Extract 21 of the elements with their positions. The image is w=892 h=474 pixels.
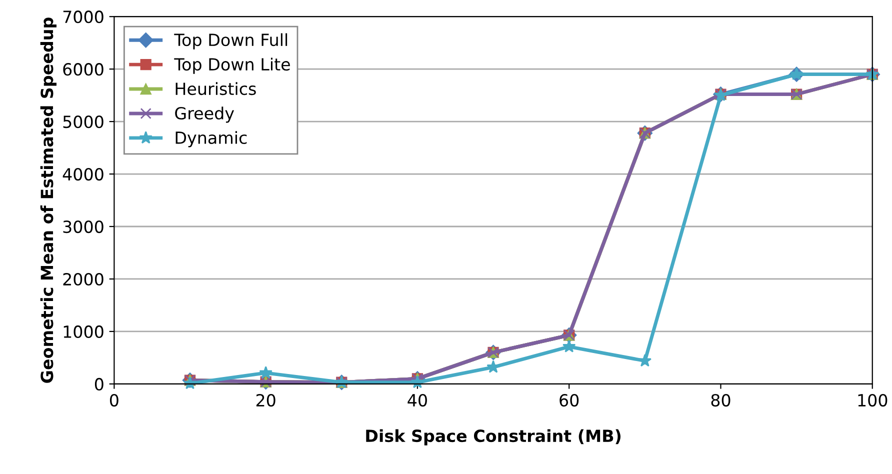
x-tick-label: 0 <box>110 394 118 407</box>
legend-label: Dynamic <box>176 131 247 148</box>
legend-label: Greedy <box>175 106 234 123</box>
x-tick-label: 60 <box>560 394 579 407</box>
y-tick-label: 0 <box>94 378 104 391</box>
y-axis-title: Geometric Mean of Estimated Speedup <box>40 18 56 383</box>
x-tick-label: 40 <box>408 394 427 407</box>
legend-label: Heuristics <box>176 82 256 96</box>
legend-label: Top Down Lite <box>174 58 290 74</box>
y-tick-label: 7000 <box>63 10 104 24</box>
y-tick-label: 5000 <box>63 116 104 128</box>
x-tick-label: 100 <box>858 394 888 407</box>
y-tick-label: 3000 <box>63 220 104 234</box>
y-tick-label: 2000 <box>63 272 104 286</box>
y-tick-label: 4000 <box>62 168 104 181</box>
x-tick-label: 20 <box>256 394 276 407</box>
x-tick-label: 80 <box>711 394 730 407</box>
x-axis-title: Disk Space Constraint (MB) <box>366 429 620 446</box>
y-tick-label: 1000 <box>64 325 104 338</box>
y-tick-label: 6000 <box>63 63 104 76</box>
legend-label: Top Down Full <box>174 33 288 50</box>
